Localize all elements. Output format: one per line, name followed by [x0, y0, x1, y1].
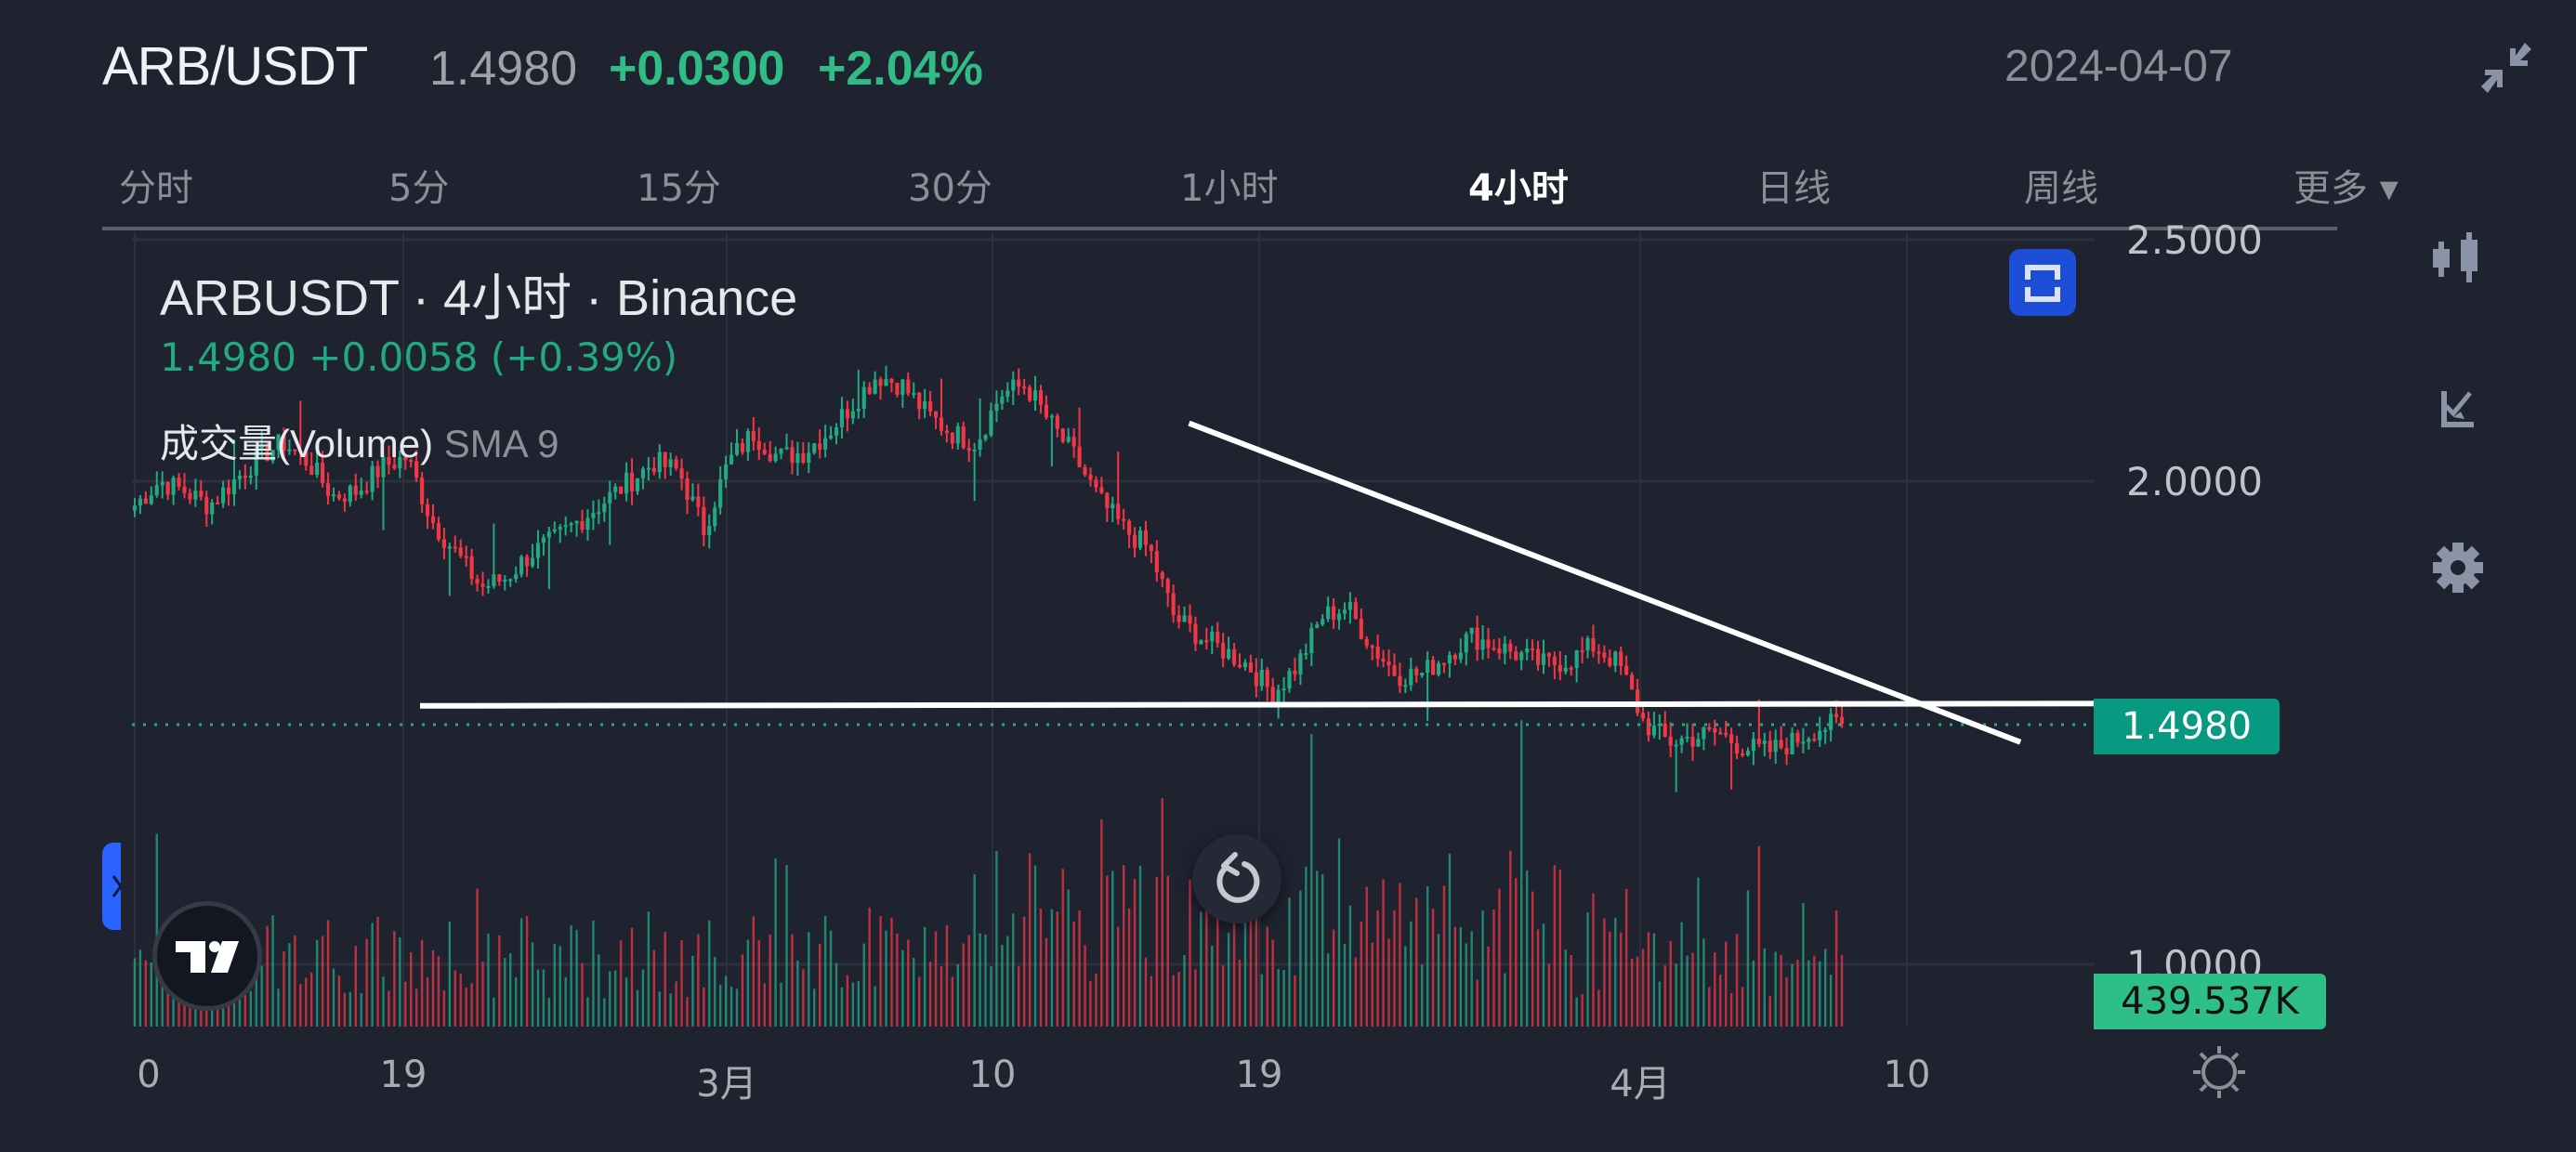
tab-5min[interactable]: 5分: [388, 167, 450, 210]
x-axis-label: 19: [1235, 1054, 1283, 1096]
tab-weekly[interactable]: 周线: [2024, 167, 2098, 210]
collapse-arrows-icon: [2481, 43, 2531, 93]
tradingview-icon: [176, 941, 239, 973]
x-axis-label: 0: [137, 1054, 161, 1096]
last-price-badge: 1.4980: [2094, 699, 2280, 754]
drawer-toggle-tab[interactable]: [102, 843, 123, 930]
volume-badge: 439.537K: [2094, 974, 2326, 1029]
symbol-title: ARB/USDT: [102, 36, 368, 97]
x-axis-label: 3月: [696, 1063, 757, 1106]
last-price: 1.4980: [429, 42, 578, 96]
tab-4hour[interactable]: 4小时: [1468, 167, 1569, 210]
reset-chart-button[interactable]: [1192, 834, 1281, 923]
volume-bars: [133, 720, 1844, 1027]
tab-daily[interactable]: 日线: [1756, 167, 1831, 210]
chart-legend-title: ARBUSDT · 4小时 · Binance: [160, 270, 798, 326]
volume-indicator-legend[interactable]: 成交量(Volume) SMA 9: [160, 412, 559, 469]
x-axis-label: 4月: [1610, 1063, 1671, 1106]
theme-toggle-button[interactable]: [2191, 1044, 2247, 1100]
indicators-icon: [2441, 391, 2474, 427]
price-change: +0.0300: [609, 42, 785, 96]
fullscreen-button[interactable]: [2009, 249, 2076, 316]
tab-30min[interactable]: 30分: [908, 167, 992, 210]
tradingview-logo[interactable]: [152, 901, 262, 1011]
chart-legend-values: 1.4980 +0.0058 (+0.39%): [160, 334, 678, 380]
date-label: 2024-04-07: [2004, 42, 2233, 91]
rotate-ccw-icon: [1216, 852, 1260, 903]
y-axis-label: 2.0000: [2126, 459, 2263, 504]
descending-resistance-line: [1188, 420, 2022, 745]
price-change-percent: +2.04%: [818, 42, 983, 96]
x-axis-label: 10: [968, 1054, 1017, 1096]
tab-more-dropdown[interactable]: 更多 ▾: [2293, 167, 2399, 210]
chevron-right-icon: [112, 875, 123, 897]
chart-type-button[interactable]: [2425, 227, 2491, 292]
sun-icon: [2193, 1046, 2245, 1098]
indicators-button[interactable]: [2425, 376, 2491, 441]
settings-button[interactable]: [2425, 535, 2491, 600]
tab-15min[interactable]: 15分: [637, 167, 721, 210]
volume-indicator-label: 成交量(Volume): [160, 422, 434, 465]
tab-1hour[interactable]: 1小时: [1180, 167, 1279, 210]
drawn-trendlines: [419, 420, 2158, 745]
horizontal-support-line: [419, 700, 2158, 709]
x-axis-label: 10: [1883, 1054, 1931, 1096]
collapse-button[interactable]: [2474, 35, 2539, 100]
interval-tabs: 分时 5分 15分 30分 1小时 4小时 日线 周线 更多 ▾: [102, 158, 2399, 223]
candles-icon: [2433, 232, 2477, 282]
settings-gear-icon: [2433, 543, 2483, 593]
tabs-divider: [102, 227, 2337, 230]
x-axis-label: 19: [379, 1054, 427, 1096]
frame-icon: [2025, 265, 2060, 302]
candlesticks: [132, 365, 1845, 792]
volume-sma-label: SMA 9: [443, 422, 559, 465]
y-axis-label: 2.5000: [2126, 217, 2263, 263]
tab-time-sharing[interactable]: 分时: [119, 167, 193, 210]
